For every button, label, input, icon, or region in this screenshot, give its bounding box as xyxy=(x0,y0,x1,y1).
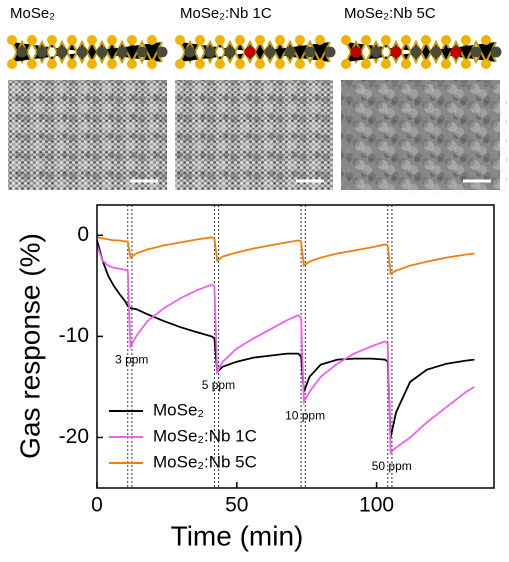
y-tick-label: -10 xyxy=(59,324,89,347)
exposure-label: 5 ppm xyxy=(202,378,235,392)
exposure-label: 3 ppm xyxy=(115,353,148,367)
y-tick-label: 0 xyxy=(77,223,89,246)
plot-frame xyxy=(96,204,495,489)
panel-images xyxy=(6,34,507,195)
x-axis-label: Time (min) xyxy=(171,520,304,551)
legend-label: MoSe₂:Nb 1C xyxy=(153,426,257,445)
legend-label: MoSe₂ xyxy=(153,400,204,419)
panel-label: MoSe₂:Nb 5C xyxy=(344,5,436,22)
y-tick-label: -20 xyxy=(59,425,89,448)
structure xyxy=(340,34,503,70)
series-line xyxy=(96,245,475,455)
y-axis-label: Gas response (%) xyxy=(14,233,45,459)
structure xyxy=(174,34,337,70)
exposure-label: 50 ppm xyxy=(372,459,412,473)
structure xyxy=(6,34,169,70)
series-line xyxy=(96,236,475,276)
panel-label: MoSe₂:Nb 1C xyxy=(180,5,272,22)
panel-label: MoSe₂ xyxy=(10,5,55,22)
legend-label: MoSe₂:Nb 5C xyxy=(153,452,257,471)
x-tick-label: 100 xyxy=(359,494,394,517)
x-tick-label: 0 xyxy=(91,494,103,517)
exposure-label: 10 ppm xyxy=(285,408,325,422)
x-tick-label: 50 xyxy=(225,494,248,517)
